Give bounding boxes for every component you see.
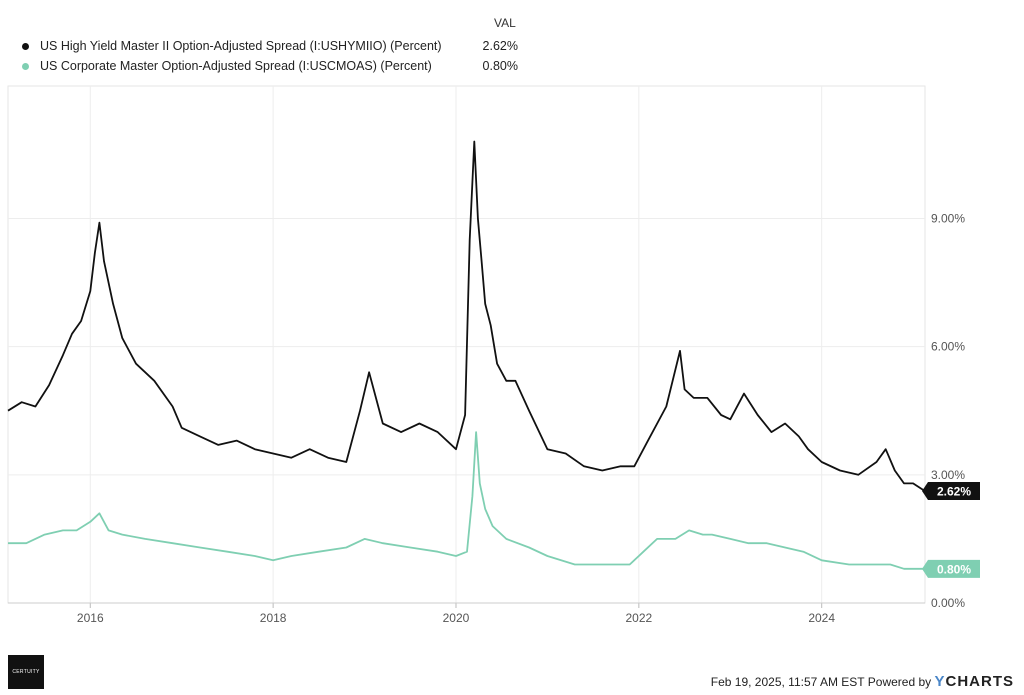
legend: VAL US High Yield Master II Option-Adjus… bbox=[8, 10, 568, 80]
high-yield-end-label-bg bbox=[922, 482, 980, 501]
x-tick-label: 2016 bbox=[77, 611, 104, 625]
ycharts-logo[interactable]: YCHARTS bbox=[934, 673, 1014, 690]
ycharts-logo-y: Y bbox=[934, 673, 946, 690]
high-yield-series-line bbox=[7, 140, 926, 492]
legend-item-label: US High Yield Master II Option-Adjusted … bbox=[40, 39, 442, 53]
corporate-end-label: 0.80% bbox=[937, 562, 971, 576]
ycharts-logo-text: CHARTS bbox=[945, 673, 1014, 690]
logo-text: CERTUITY bbox=[12, 669, 40, 675]
corporate-end-label-bg bbox=[922, 559, 980, 578]
high-yield-end-label: 2.62% bbox=[937, 485, 971, 499]
x-tick-label: 2018 bbox=[260, 611, 287, 625]
black-dot-icon bbox=[22, 43, 29, 50]
y-tick-label: 0.00% bbox=[931, 596, 965, 610]
y-tick-label: 3.00% bbox=[931, 468, 965, 482]
corporate-series-line bbox=[8, 431, 925, 570]
powered-by-label: Powered by bbox=[867, 675, 932, 689]
timestamp: Feb 19, 2025, 11:57 AM EST bbox=[710, 675, 865, 689]
legend-value-header: VAL bbox=[494, 16, 516, 30]
y-tick-label: 9.00% bbox=[931, 211, 965, 225]
legend-item-value: 0.80% bbox=[482, 59, 518, 73]
footer-attribution: Feb 19, 2025, 11:57 AM EST Powered by YC… bbox=[711, 673, 1014, 690]
x-tick-label: 2024 bbox=[808, 611, 835, 625]
x-tick-label: 2020 bbox=[443, 611, 470, 625]
legend-item-value: 2.62% bbox=[482, 39, 518, 53]
x-tick-label: 2022 bbox=[625, 611, 652, 625]
green-dot-icon bbox=[22, 63, 29, 70]
y-tick-label: 6.00% bbox=[931, 340, 965, 354]
certuity-logo: CERTUITY bbox=[8, 655, 44, 689]
legend-item-label: US Corporate Master Option-Adjusted Spre… bbox=[40, 59, 432, 73]
